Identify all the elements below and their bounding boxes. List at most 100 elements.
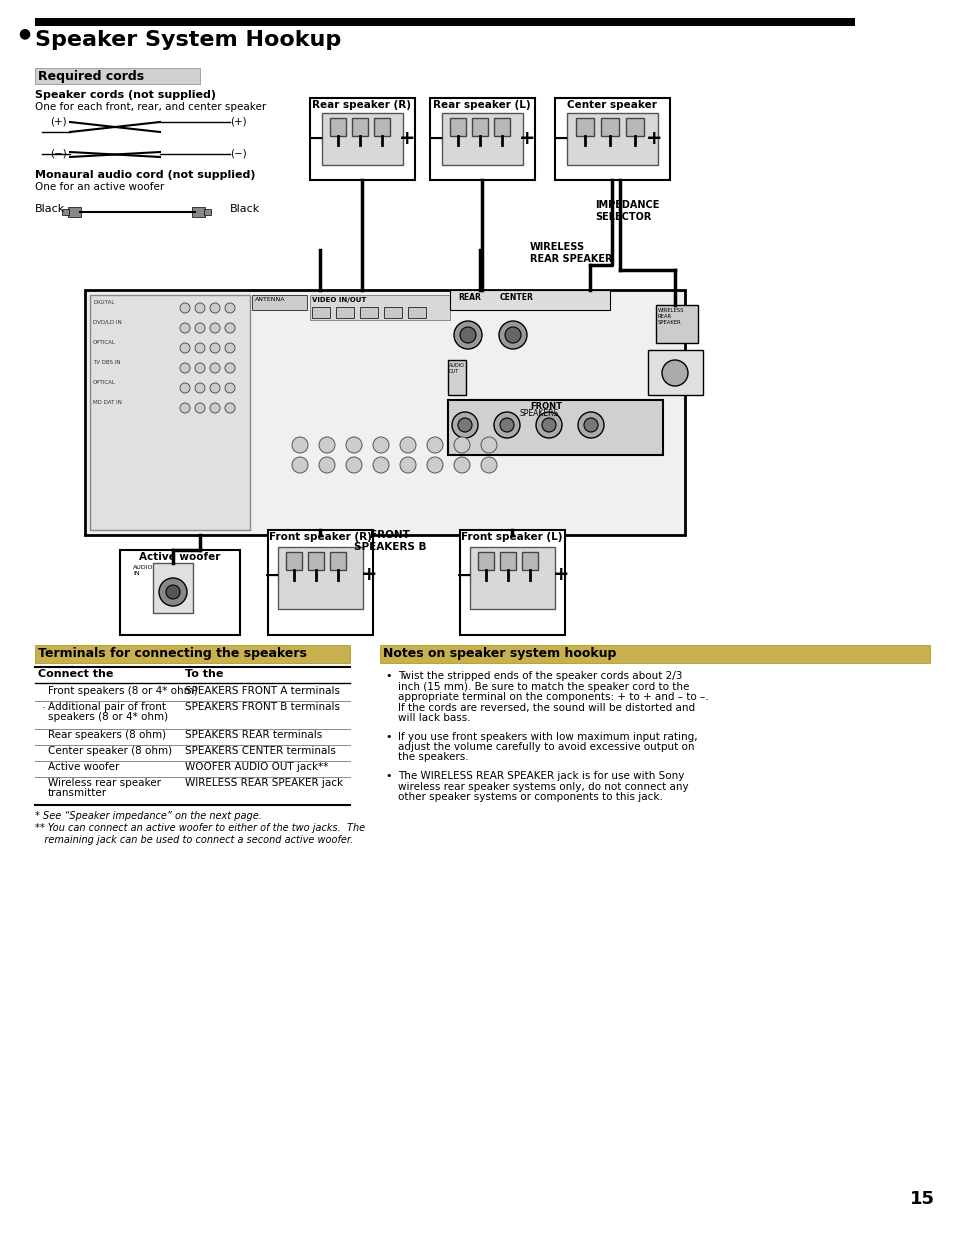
Bar bbox=[62, 210, 69, 215]
Circle shape bbox=[180, 343, 190, 353]
Bar bbox=[192, 207, 205, 217]
Bar bbox=[68, 207, 81, 217]
Text: +: + bbox=[552, 566, 569, 584]
Bar bbox=[448, 360, 465, 395]
Circle shape bbox=[373, 436, 389, 453]
Text: appropriate terminal on the components: + to + and – to –.: appropriate terminal on the components: … bbox=[397, 692, 708, 702]
Text: −: − bbox=[308, 128, 324, 148]
Text: Twist the stripped ends of the speaker cords about 2/3: Twist the stripped ends of the speaker c… bbox=[397, 671, 681, 681]
Text: adjust the volume carefully to avoid excessive output on: adjust the volume carefully to avoid exc… bbox=[397, 742, 694, 752]
Circle shape bbox=[318, 457, 335, 473]
Circle shape bbox=[210, 383, 220, 393]
Text: TV DBS IN: TV DBS IN bbox=[92, 360, 120, 365]
Circle shape bbox=[427, 457, 442, 473]
Text: +: + bbox=[518, 128, 535, 148]
Bar bbox=[268, 530, 373, 635]
Text: If the cords are reversed, the sound will be distorted and: If the cords are reversed, the sound wil… bbox=[397, 703, 695, 713]
Bar bbox=[647, 350, 702, 395]
Text: other speaker systems or components to this jack.: other speaker systems or components to t… bbox=[397, 792, 662, 801]
Circle shape bbox=[454, 457, 470, 473]
Text: AUDIO
OUT: AUDIO OUT bbox=[449, 363, 464, 374]
Text: ANTENNA: ANTENNA bbox=[254, 297, 285, 302]
Circle shape bbox=[452, 412, 477, 438]
Circle shape bbox=[180, 363, 190, 374]
Bar bbox=[379, 645, 929, 663]
Circle shape bbox=[194, 303, 205, 313]
Circle shape bbox=[225, 343, 234, 353]
Bar bbox=[448, 399, 662, 455]
Circle shape bbox=[180, 383, 190, 393]
Bar bbox=[494, 118, 510, 136]
Bar bbox=[322, 113, 402, 165]
Circle shape bbox=[225, 323, 234, 333]
Text: FRONT: FRONT bbox=[530, 402, 561, 411]
Text: DVD/LD IN: DVD/LD IN bbox=[92, 321, 122, 326]
Bar bbox=[600, 118, 618, 136]
Bar bbox=[374, 118, 390, 136]
Circle shape bbox=[346, 457, 361, 473]
Text: Notes on speaker system hookup: Notes on speaker system hookup bbox=[382, 647, 616, 660]
Circle shape bbox=[661, 360, 687, 386]
Text: SPEAKERS FRONT A terminals: SPEAKERS FRONT A terminals bbox=[185, 686, 339, 695]
Text: +: + bbox=[645, 128, 661, 148]
Text: WIRELESS
REAR
SPEAKER: WIRELESS REAR SPEAKER bbox=[658, 308, 684, 324]
Bar bbox=[450, 290, 609, 309]
Circle shape bbox=[194, 363, 205, 374]
Text: WIRELESS
REAR SPEAKER: WIRELESS REAR SPEAKER bbox=[530, 242, 612, 264]
Text: Front speakers (8 or 4* ohm): Front speakers (8 or 4* ohm) bbox=[48, 686, 197, 695]
Circle shape bbox=[180, 403, 190, 413]
Text: Required cords: Required cords bbox=[38, 70, 144, 83]
Bar bbox=[90, 295, 250, 530]
Circle shape bbox=[504, 327, 520, 343]
Bar bbox=[459, 530, 564, 635]
Circle shape bbox=[180, 323, 190, 333]
Circle shape bbox=[225, 403, 234, 413]
Circle shape bbox=[399, 436, 416, 453]
Text: Terminals for connecting the speakers: Terminals for connecting the speakers bbox=[38, 647, 307, 660]
Circle shape bbox=[180, 303, 190, 313]
Text: Front speaker (L): Front speaker (L) bbox=[460, 531, 562, 543]
Text: ** You can connect an active woofer to either of the two jacks.  The
   remainin: ** You can connect an active woofer to e… bbox=[35, 822, 365, 845]
Bar bbox=[252, 295, 307, 309]
Circle shape bbox=[583, 418, 598, 432]
Text: DIGITAL: DIGITAL bbox=[92, 300, 114, 305]
Bar bbox=[352, 118, 368, 136]
Text: SPEAKERS FRONT B terminals: SPEAKERS FRONT B terminals bbox=[185, 702, 339, 711]
Circle shape bbox=[194, 383, 205, 393]
Text: One for an active woofer: One for an active woofer bbox=[35, 182, 164, 192]
Bar bbox=[441, 113, 522, 165]
Circle shape bbox=[373, 457, 389, 473]
Text: Speaker System Hookup: Speaker System Hookup bbox=[35, 30, 341, 51]
Text: •: • bbox=[385, 671, 391, 681]
Bar bbox=[35, 18, 854, 26]
Circle shape bbox=[225, 383, 234, 393]
Text: Center speaker: Center speaker bbox=[566, 100, 657, 110]
Bar bbox=[408, 307, 426, 318]
Circle shape bbox=[210, 363, 220, 374]
Text: OPTICAL: OPTICAL bbox=[92, 340, 115, 345]
Text: Active woofer: Active woofer bbox=[139, 552, 220, 562]
Text: Rear speaker (L): Rear speaker (L) bbox=[433, 100, 530, 110]
Circle shape bbox=[427, 436, 442, 453]
Circle shape bbox=[536, 412, 561, 438]
Text: MD DAT IN: MD DAT IN bbox=[92, 399, 122, 404]
Text: ·: · bbox=[42, 703, 46, 713]
Circle shape bbox=[194, 403, 205, 413]
Text: If you use front speakers with low maximum input rating,: If you use front speakers with low maxim… bbox=[397, 731, 697, 741]
Bar bbox=[450, 118, 465, 136]
Text: Black: Black bbox=[35, 203, 65, 215]
Text: Rear speakers (8 ohm): Rear speakers (8 ohm) bbox=[48, 730, 166, 740]
Bar bbox=[576, 118, 594, 136]
Text: (−): (−) bbox=[50, 148, 67, 158]
Circle shape bbox=[210, 343, 220, 353]
Bar bbox=[555, 97, 669, 180]
Bar bbox=[625, 118, 643, 136]
Bar bbox=[152, 563, 193, 613]
Text: Center speaker (8 ohm): Center speaker (8 ohm) bbox=[48, 746, 172, 756]
Text: Rear speaker (R): Rear speaker (R) bbox=[313, 100, 411, 110]
Bar bbox=[277, 547, 363, 609]
Circle shape bbox=[541, 418, 556, 432]
Text: The WIRELESS REAR SPEAKER jack is for use with Sony: The WIRELESS REAR SPEAKER jack is for us… bbox=[397, 771, 683, 780]
Circle shape bbox=[210, 403, 220, 413]
Text: OPTICAL: OPTICAL bbox=[92, 380, 115, 385]
